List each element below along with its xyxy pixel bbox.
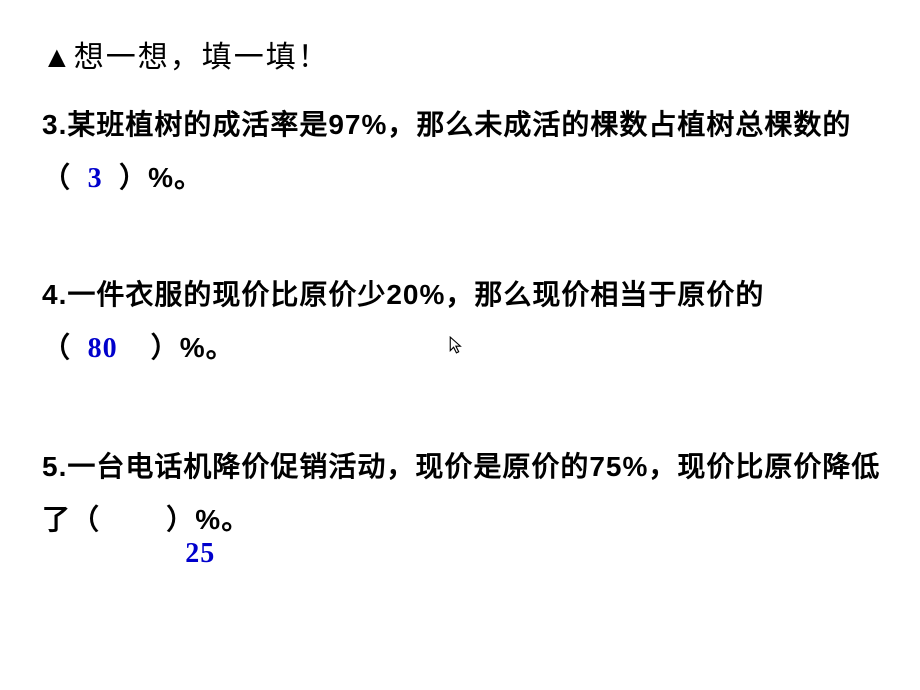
problem-5-text-before: 5.一台电话机降价促销活动，现价是原价的75%，现价比原价降低了（ ） [42,451,880,535]
problem-3-text-after: ）%。 [103,162,203,193]
problem-4-answer: 80 [88,333,118,364]
exercise-heading: ▲想一想，填一填！ [42,32,330,76]
cursor-icon [448,336,466,354]
problem-5: 5.一台电话机降价促销活动，现价是原价的75%，现价比原价降低了（ ）25%。 [42,440,882,546]
problem-4: 4.一件衣服的现价比原价少20%，那么现价相当于原价的（ 80 ）%。 [42,268,882,375]
problem-3-answer: 3 [88,163,103,194]
problem-5-answer: 25 [185,527,215,580]
problem-4-text-after: ）%。 [118,332,235,363]
problem-3: 3.某班植树的成活率是97%，那么未成活的棵数占植树总棵数的（ 3 ）%。 [42,98,882,205]
